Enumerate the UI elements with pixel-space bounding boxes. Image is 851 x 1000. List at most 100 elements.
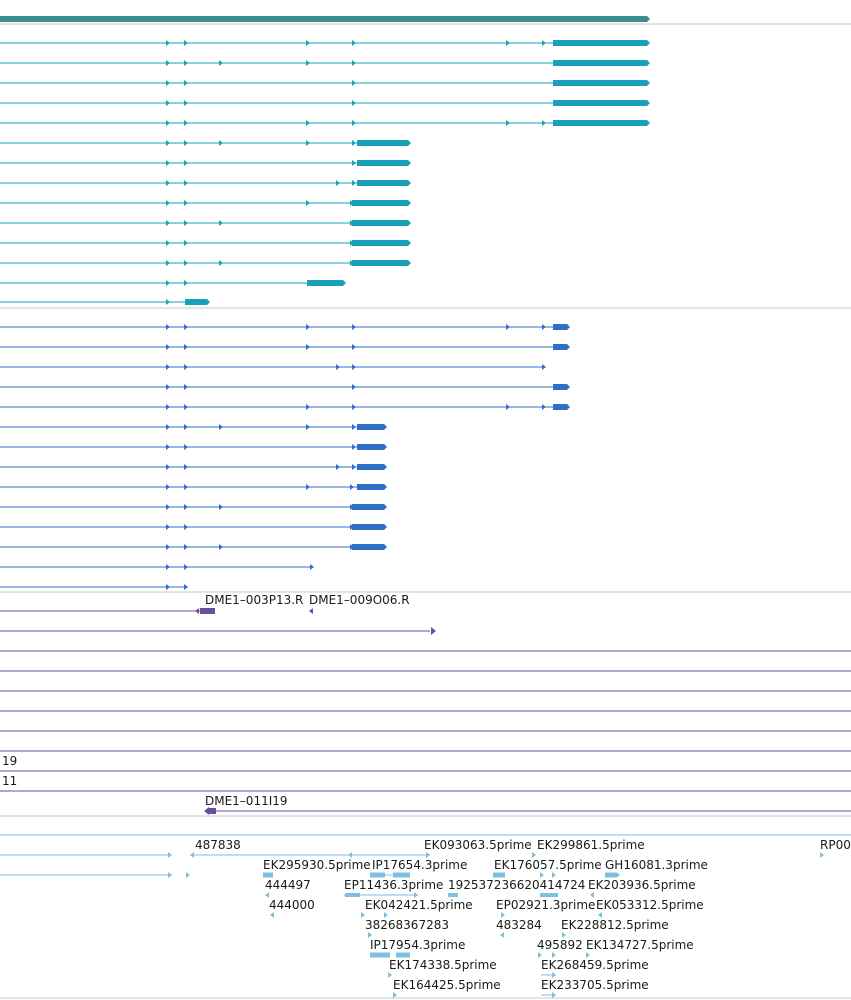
gene-span-bar[interactable] (0, 16, 650, 22)
exon-block[interactable] (352, 260, 411, 266)
est-label[interactable]: EK299861.5prime (537, 838, 645, 852)
exon-block[interactable] (357, 180, 411, 186)
exon-block[interactable] (540, 893, 558, 897)
est-label[interactable]: EK164425.5prime (393, 978, 501, 992)
transcript-track-teal[interactable] (0, 40, 650, 305)
right-triangle-icon (306, 424, 310, 430)
est-label[interactable]: EK134727.5prime (586, 938, 694, 952)
right-triangle-icon (166, 200, 170, 206)
exon-block[interactable] (553, 100, 650, 106)
exon-block[interactable] (493, 872, 505, 878)
right-triangle-icon (542, 364, 546, 370)
clone-label[interactable]: 19 (2, 754, 17, 768)
exon-block[interactable] (352, 524, 387, 530)
track-dividers (0, 23, 851, 999)
right-triangle-icon (204, 807, 209, 815)
exon-block[interactable] (357, 160, 411, 166)
est-label[interactable]: 487838 (195, 838, 241, 852)
right-triangle-icon (414, 892, 418, 898)
right-triangle-icon (552, 952, 556, 958)
right-triangle-icon (219, 140, 223, 146)
exon-block[interactable] (553, 384, 570, 390)
exon-block[interactable] (553, 40, 650, 46)
est-label[interactable]: EK042421.5prime (365, 898, 473, 912)
exon-block[interactable] (396, 952, 410, 958)
clone-block[interactable] (200, 608, 215, 614)
exon-block[interactable] (352, 220, 411, 226)
right-triangle-icon (166, 444, 170, 450)
right-triangle-icon (352, 140, 356, 146)
exon-block[interactable] (357, 140, 411, 146)
est-label[interactable]: 495892 (537, 938, 583, 952)
right-triangle-icon (352, 344, 356, 350)
est-label[interactable]: EK174338.5prime (389, 958, 497, 972)
est-label[interactable]: IP17954.3prime (370, 938, 465, 952)
est-label[interactable]: EK053312.5prime (596, 898, 704, 912)
exon-block[interactable] (553, 60, 650, 66)
est-label[interactable]: GH16081.3prime (605, 858, 708, 872)
right-triangle-icon (506, 404, 510, 410)
right-triangle-icon (552, 972, 556, 978)
clone-label[interactable]: DME1–011I19 (205, 794, 288, 808)
exon-block[interactable] (357, 464, 387, 470)
est-label[interactable]: EK295930.5prime (263, 858, 371, 872)
est-label[interactable]: IP17654.3prime (372, 858, 467, 872)
exon-block[interactable] (448, 893, 458, 897)
clone-label[interactable]: 11 (2, 774, 17, 788)
exon-block[interactable] (553, 120, 650, 126)
est-label[interactable]: 192537236620414724 (448, 878, 585, 892)
right-triangle-icon (306, 200, 310, 206)
exon-block[interactable] (352, 544, 387, 550)
exon-block[interactable] (553, 344, 570, 350)
est-label[interactable]: RP00 (820, 838, 851, 852)
est-label[interactable]: EK268459.5prime (541, 958, 649, 972)
right-triangle-icon (166, 464, 170, 470)
exon-block[interactable] (553, 80, 650, 86)
right-triangle-icon (168, 872, 172, 878)
est-label[interactable]: EP11436.3prime (344, 878, 443, 892)
clone-block[interactable] (209, 808, 216, 814)
exon-block[interactable] (370, 952, 390, 958)
right-triangle-icon (352, 404, 356, 410)
exon-block[interactable] (352, 240, 411, 246)
right-triangle-icon (166, 524, 170, 530)
clone-label[interactable]: DME1–003P13.R (205, 593, 303, 607)
gene-span-track[interactable] (0, 16, 650, 22)
exon-block[interactable] (352, 504, 387, 510)
right-triangle-icon (166, 120, 170, 126)
exon-block[interactable] (357, 484, 387, 490)
est-label[interactable]: EK203936.5prime (588, 878, 696, 892)
exon-block[interactable] (263, 872, 273, 878)
clone-track[interactable] (0, 608, 851, 815)
exon-block[interactable] (345, 893, 360, 897)
est-label[interactable]: EP02921.3prime (496, 898, 595, 912)
est-label[interactable]: EK233705.5prime (541, 978, 649, 992)
right-triangle-icon (184, 180, 188, 186)
exon-block[interactable] (307, 280, 346, 286)
est-label[interactable]: 38268367283 (365, 918, 449, 932)
est-label[interactable]: 444000 (269, 898, 315, 912)
clone-label[interactable]: DME1–009O06.R (309, 593, 410, 607)
right-triangle-icon (352, 180, 356, 186)
right-triangle-icon (352, 364, 356, 370)
right-triangle-icon (166, 404, 170, 410)
right-triangle-icon (506, 120, 510, 126)
right-triangle-icon (166, 280, 170, 286)
est-label[interactable]: EK228812.5prime (561, 918, 669, 932)
exon-block[interactable] (357, 444, 387, 450)
est-track[interactable] (0, 834, 851, 998)
right-triangle-icon (219, 220, 223, 226)
exon-block[interactable] (605, 872, 620, 878)
right-triangle-icon (306, 120, 310, 126)
exon-block[interactable] (553, 324, 570, 330)
est-label[interactable]: EK093063.5prime (424, 838, 532, 852)
transcript-track-blue[interactable] (0, 324, 570, 590)
exon-block[interactable] (553, 404, 570, 410)
exon-block[interactable] (185, 299, 210, 305)
est-label[interactable]: EK176057.5prime (494, 858, 602, 872)
est-label[interactable]: 444497 (265, 878, 311, 892)
exon-block[interactable] (352, 200, 411, 206)
est-label[interactable]: 483284 (496, 918, 542, 932)
exon-block[interactable] (357, 424, 387, 430)
